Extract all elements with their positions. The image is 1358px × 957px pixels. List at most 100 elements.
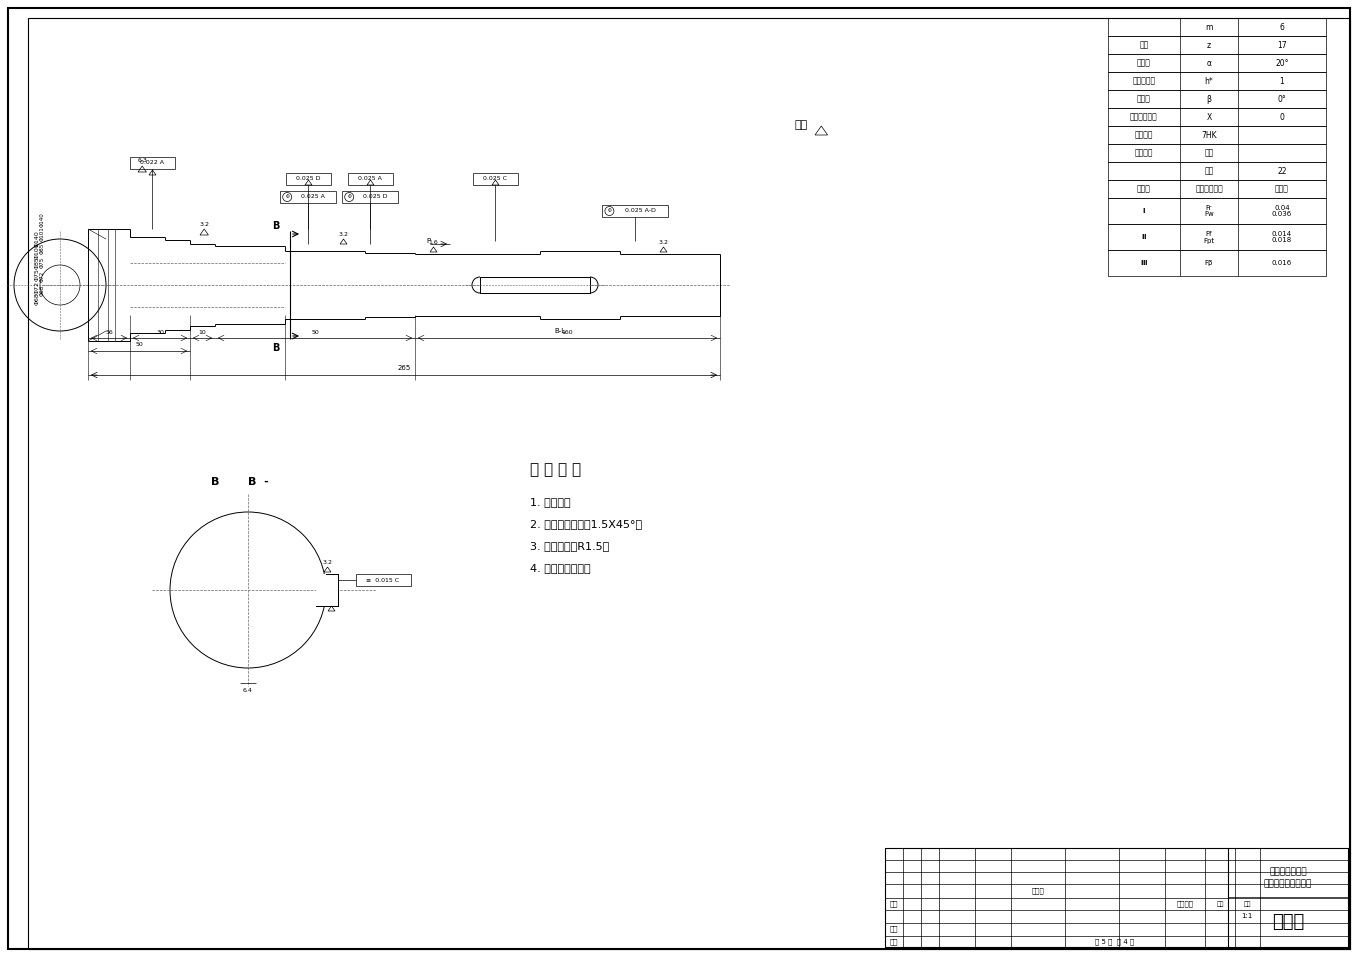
Text: 0.014
0.018: 0.014 0.018 — [1272, 231, 1291, 243]
Bar — [316, 574, 338, 606]
Text: 3.2: 3.2 — [338, 232, 349, 236]
Text: Φ68: Φ68 — [35, 293, 39, 305]
Text: Φ85: Φ85 — [39, 242, 45, 254]
Text: 0°: 0° — [1278, 95, 1286, 103]
Text: 径向变位系数: 径向变位系数 — [1130, 113, 1158, 122]
Text: 30: 30 — [156, 329, 164, 335]
Text: 齿顶高系数: 齿顶高系数 — [1133, 77, 1156, 85]
Text: Ff
Fpt: Ff Fpt — [1203, 231, 1214, 243]
Text: 265: 265 — [398, 365, 410, 371]
Text: 50: 50 — [136, 343, 143, 347]
Bar — [316, 574, 338, 606]
Text: 精度等级: 精度等级 — [1135, 130, 1153, 140]
Text: P: P — [426, 238, 430, 244]
Bar — [356, 574, 410, 586]
Bar — [479, 277, 589, 293]
Text: 50: 50 — [311, 329, 319, 335]
Text: z: z — [1207, 40, 1211, 50]
Bar — [1108, 250, 1325, 276]
Bar — [1108, 36, 1325, 54]
Text: 6: 6 — [1279, 23, 1285, 32]
Text: 汽车与交通工程学院: 汽车与交通工程学院 — [1264, 879, 1312, 888]
Bar — [316, 574, 326, 606]
Text: α: α — [1206, 58, 1211, 68]
Bar — [1108, 72, 1325, 90]
Text: Φ75: Φ75 — [35, 269, 39, 281]
Text: B: B — [210, 477, 219, 487]
Bar — [603, 205, 668, 217]
Bar — [1108, 162, 1325, 180]
Bar — [1108, 198, 1325, 224]
Bar — [342, 191, 398, 203]
Text: Φ72: Φ72 — [39, 271, 45, 281]
Text: 0.022 A: 0.022 A — [140, 161, 164, 166]
Text: 重量: 重量 — [1217, 901, 1224, 907]
Text: m: m — [1206, 23, 1213, 32]
Text: ≡  0.015 C: ≡ 0.015 C — [367, 577, 399, 583]
Text: 0.025 A: 0.025 A — [301, 194, 325, 199]
Bar — [129, 157, 174, 169]
Text: 1.6: 1.6 — [429, 239, 439, 244]
Text: 螺旋角: 螺旋角 — [1137, 95, 1152, 103]
Text: 输入轴: 输入轴 — [1272, 913, 1304, 931]
Bar — [280, 191, 335, 203]
Text: Φ: Φ — [285, 194, 289, 199]
Text: 3.2: 3.2 — [322, 560, 333, 565]
Text: 0.016: 0.016 — [1272, 260, 1291, 266]
Text: 审核: 审核 — [889, 925, 898, 932]
Text: 检验项目代号: 检验项目代号 — [1195, 185, 1222, 193]
Text: 图号: 图号 — [1205, 148, 1214, 158]
Text: X: X — [1206, 113, 1211, 122]
Text: 3.2: 3.2 — [200, 221, 209, 227]
Text: B: B — [273, 343, 280, 353]
Text: Φ: Φ — [348, 194, 352, 199]
Text: 设计: 设计 — [889, 901, 898, 907]
Bar — [1108, 108, 1325, 126]
Text: 3.2: 3.2 — [659, 239, 668, 244]
Bar — [1108, 144, 1325, 162]
Text: Φ101: Φ101 — [39, 227, 45, 241]
Bar — [1108, 90, 1325, 108]
Text: Ⅲ: Ⅲ — [1141, 260, 1148, 266]
Text: 6.4: 6.4 — [243, 688, 253, 694]
Text: 黑龙江工程学院: 黑龙江工程学院 — [1270, 867, 1306, 877]
Text: Ⅱ: Ⅱ — [1142, 234, 1146, 240]
Text: 齿数: 齿数 — [1205, 167, 1214, 175]
Text: 0: 0 — [1279, 113, 1285, 122]
Text: 3. 过渡圆角为R1.5；: 3. 过渡圆角为R1.5； — [530, 541, 610, 551]
Text: B  -: B - — [247, 477, 269, 487]
Text: 工艺: 工艺 — [889, 939, 898, 946]
Text: Φ75: Φ75 — [39, 256, 45, 268]
Text: 4. 齿部高频淬火。: 4. 齿部高频淬火。 — [530, 563, 591, 573]
Text: 7HK: 7HK — [1202, 130, 1217, 140]
Text: 1:1: 1:1 — [1241, 913, 1252, 919]
Text: 10: 10 — [198, 329, 206, 335]
Text: 技 术 要 求: 技 术 要 求 — [530, 462, 581, 478]
Text: 0.025 A-D: 0.025 A-D — [625, 209, 656, 213]
Text: B-L: B-L — [554, 328, 565, 334]
Text: 公差值: 公差值 — [1275, 185, 1289, 193]
Text: 1: 1 — [1279, 77, 1285, 85]
Text: Φ72: Φ72 — [35, 280, 39, 294]
Text: Ⅰ: Ⅰ — [1142, 208, 1145, 214]
Text: 齿形角: 齿形角 — [1137, 58, 1152, 68]
Text: 比例: 比例 — [1244, 901, 1251, 907]
Text: β: β — [1206, 95, 1211, 103]
Bar — [1108, 18, 1325, 36]
Text: 阶段标记: 阶段标记 — [1176, 901, 1194, 907]
Text: Φ140: Φ140 — [35, 231, 39, 247]
Text: 0.04
0.036: 0.04 0.036 — [1272, 205, 1291, 217]
Bar — [1108, 224, 1325, 250]
Text: 0.025 D: 0.025 D — [363, 194, 387, 199]
Text: 22: 22 — [1278, 167, 1287, 175]
Text: 配对齿轮: 配对齿轮 — [1135, 148, 1153, 158]
Text: Φ140: Φ140 — [39, 212, 45, 228]
Text: 0.025 A: 0.025 A — [359, 176, 382, 182]
Text: 6.3: 6.3 — [137, 159, 147, 164]
Text: 1. 去毛刺；: 1. 去毛刺； — [530, 497, 570, 507]
Text: h*: h* — [1205, 77, 1214, 85]
Text: 160: 160 — [562, 329, 573, 335]
Text: 其余: 其余 — [794, 120, 808, 130]
Text: Φ: Φ — [607, 209, 611, 213]
Bar — [473, 173, 517, 185]
